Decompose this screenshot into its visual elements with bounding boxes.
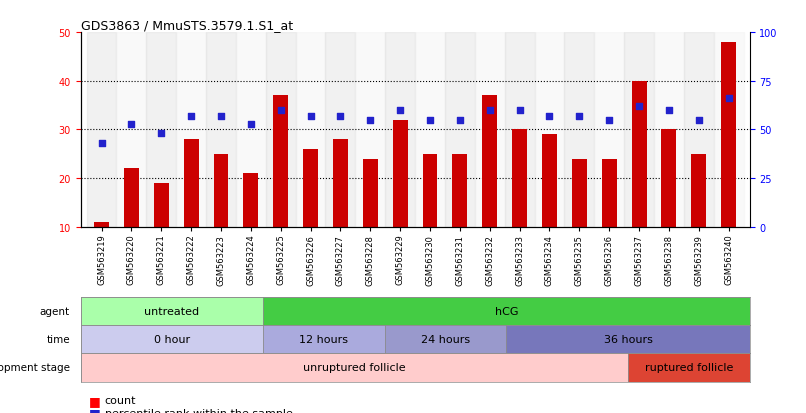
Bar <box>363 159 378 227</box>
Bar <box>632 81 646 227</box>
Bar <box>393 121 408 227</box>
Bar <box>214 154 228 227</box>
Bar <box>594 33 624 227</box>
Point <box>364 117 376 124</box>
Bar <box>303 150 318 227</box>
Bar <box>452 154 467 227</box>
Bar <box>236 33 266 227</box>
Point <box>692 117 705 124</box>
Bar <box>475 33 505 227</box>
Point <box>603 117 616 124</box>
Point <box>155 131 168 137</box>
Text: ■: ■ <box>89 406 101 413</box>
Bar <box>624 33 654 227</box>
Bar <box>355 33 385 227</box>
Text: time: time <box>46 335 70 344</box>
Bar <box>445 33 475 227</box>
Bar <box>94 222 109 227</box>
Text: 24 hours: 24 hours <box>421 335 470 344</box>
Point <box>424 117 437 124</box>
Point <box>663 107 675 114</box>
Bar <box>564 33 594 227</box>
Bar <box>154 183 168 227</box>
Bar <box>506 325 750 354</box>
Bar <box>263 325 384 354</box>
Point <box>484 107 496 114</box>
Text: count: count <box>105 395 136 405</box>
Point <box>274 107 287 114</box>
Bar <box>628 354 750 382</box>
Bar <box>243 174 258 227</box>
Text: agent: agent <box>39 306 70 316</box>
Text: ruptured follicle: ruptured follicle <box>645 363 733 373</box>
Text: development stage: development stage <box>0 363 70 373</box>
Bar <box>602 159 617 227</box>
Point <box>633 104 646 110</box>
Bar <box>147 33 177 227</box>
Point <box>185 113 197 120</box>
Bar <box>683 33 714 227</box>
Bar <box>184 140 198 227</box>
Text: unruptured follicle: unruptured follicle <box>303 363 405 373</box>
Bar <box>333 140 348 227</box>
Point <box>513 107 526 114</box>
Text: untreated: untreated <box>144 306 199 316</box>
Point <box>393 107 406 114</box>
Bar <box>714 33 744 227</box>
Point <box>722 96 735 102</box>
Bar <box>385 33 415 227</box>
Text: 0 hour: 0 hour <box>154 335 190 344</box>
Point <box>543 113 556 120</box>
Bar <box>534 33 564 227</box>
Bar <box>206 33 236 227</box>
Bar <box>654 33 683 227</box>
Bar <box>572 159 587 227</box>
Bar <box>273 96 289 227</box>
Bar <box>81 354 628 382</box>
Point <box>244 121 257 128</box>
Point <box>334 113 347 120</box>
Bar <box>116 33 147 227</box>
Text: percentile rank within the sample: percentile rank within the sample <box>105 408 293 413</box>
Bar <box>542 135 557 227</box>
Point <box>95 140 108 147</box>
Bar <box>81 325 263 354</box>
Bar <box>86 33 116 227</box>
Text: GDS3863 / MmuSTS.3579.1.S1_at: GDS3863 / MmuSTS.3579.1.S1_at <box>81 19 293 32</box>
Point <box>573 113 586 120</box>
Text: 12 hours: 12 hours <box>299 335 348 344</box>
Bar <box>482 96 497 227</box>
Bar <box>422 154 438 227</box>
Bar <box>505 33 534 227</box>
Bar <box>384 325 506 354</box>
Point <box>304 113 317 120</box>
Bar <box>263 297 750 325</box>
Point <box>125 121 138 128</box>
Bar <box>177 33 206 227</box>
Bar <box>662 130 676 227</box>
Point <box>454 117 467 124</box>
Bar <box>692 154 706 227</box>
Bar <box>326 33 355 227</box>
Text: 36 hours: 36 hours <box>604 335 652 344</box>
Bar <box>415 33 445 227</box>
Bar <box>124 169 139 227</box>
Bar <box>721 43 736 227</box>
Bar <box>512 130 527 227</box>
Bar <box>296 33 326 227</box>
Text: hCG: hCG <box>495 306 518 316</box>
Bar <box>266 33 296 227</box>
Bar <box>81 297 263 325</box>
Text: ■: ■ <box>89 394 101 407</box>
Point <box>214 113 227 120</box>
